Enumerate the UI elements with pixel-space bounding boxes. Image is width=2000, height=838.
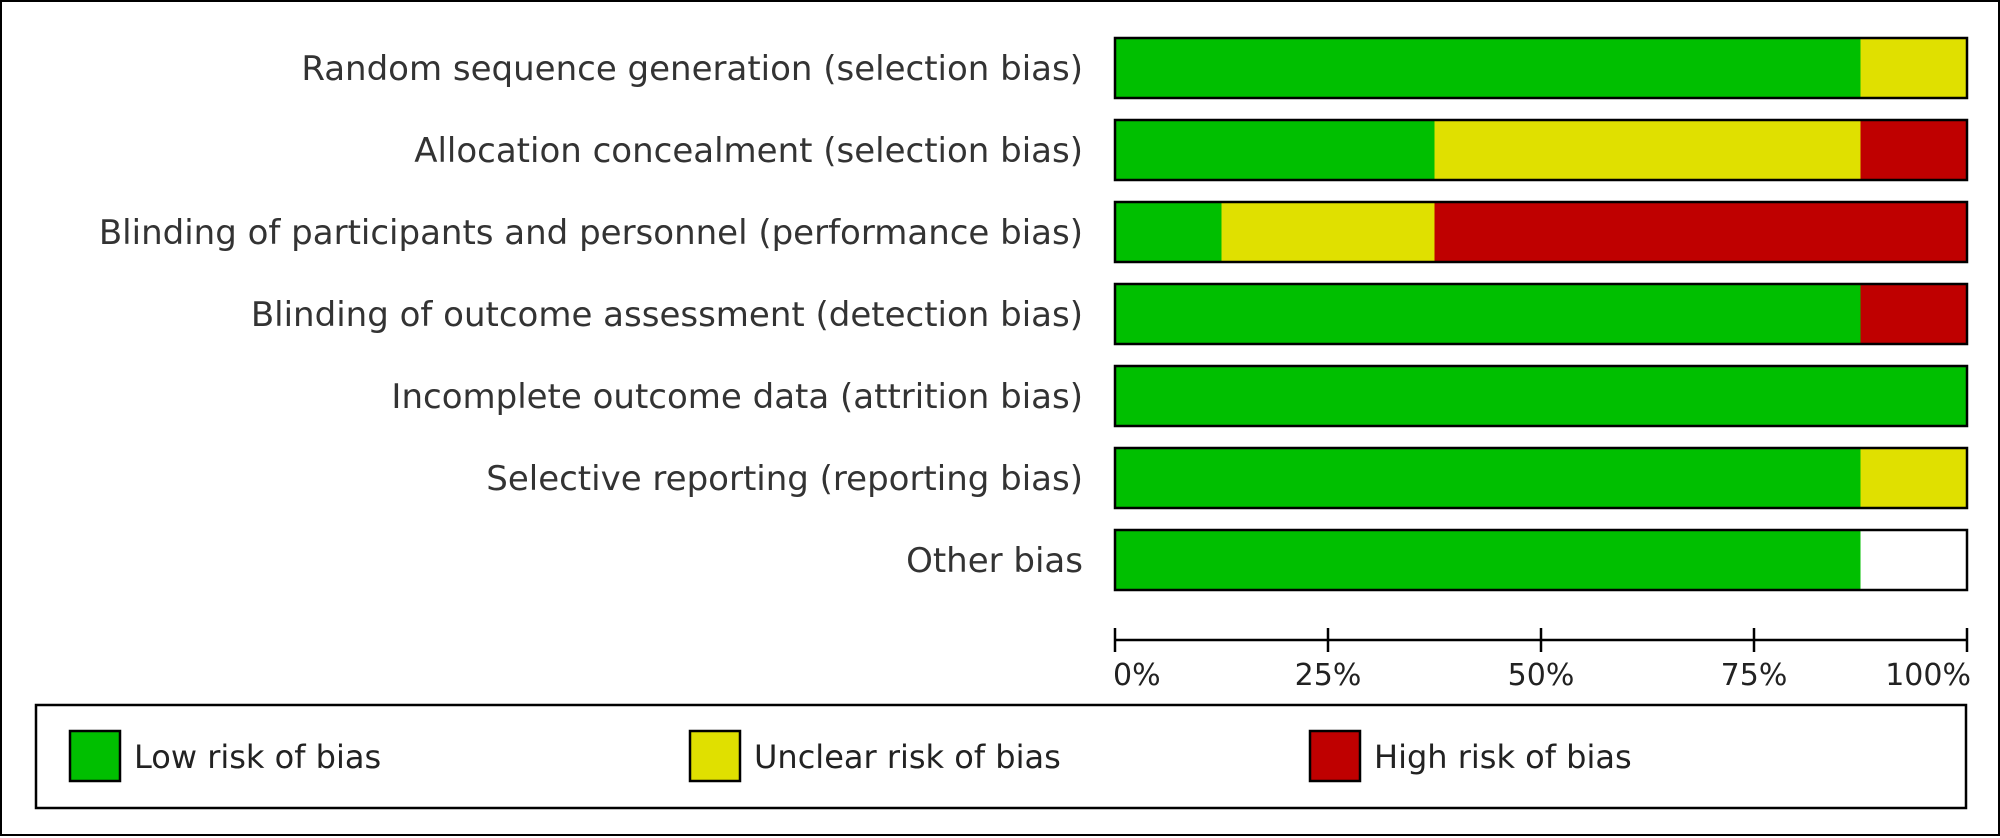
x-axis: 0% 25% 50% 75% 100% — [1113, 628, 1971, 693]
legend: Low risk of bias Unclear risk of bias High… — [34, 703, 1968, 810]
bar-segment-low-risk-of-bias — [1115, 38, 1861, 98]
bar-outline — [1113, 200, 1969, 264]
legend-label-low-risk-of-bias: Low risk of bias — [134, 738, 381, 776]
category-labels: Random sequence generation (selection bi… — [99, 49, 1083, 581]
x-tick-label: 0% — [1113, 658, 1161, 693]
category-label: Other bias — [906, 541, 1083, 581]
legend-label-unclear-risk-of-bias: Unclear risk of bias — [754, 738, 1061, 776]
bar-segment-high-risk-of-bias — [1860, 284, 1967, 344]
category-label: Selective reporting (reporting bias) — [486, 459, 1083, 499]
bar-segment-unclear-risk-of-bias — [1221, 202, 1435, 262]
category-label: Blinding of participants and personnel (… — [99, 213, 1083, 253]
bar-segment-low-risk-of-bias — [1115, 120, 1435, 180]
bar-outline — [1113, 364, 1969, 428]
x-tick-label: 100% — [1885, 658, 1971, 693]
bar-outline — [1113, 528, 1969, 592]
legend-swatch-unclear-risk-of-bias — [688, 729, 742, 783]
bar-segment-low-risk-of-bias — [1115, 202, 1222, 262]
legend-label-high-risk-of-bias: High risk of bias — [1374, 738, 1632, 776]
bar-segment-high-risk-of-bias — [1434, 202, 1967, 262]
bar-segment-unclear-risk-of-bias — [1860, 38, 1967, 98]
x-tick-label: 50% — [1508, 658, 1575, 693]
bar-outline — [1113, 282, 1969, 346]
legend-swatch-low-risk-of-bias — [68, 729, 122, 783]
bar-segment-high-risk-of-bias — [1860, 120, 1967, 180]
bar-outline — [1113, 446, 1969, 510]
x-tick-label: 75% — [1721, 658, 1788, 693]
x-tick-label: 25% — [1295, 658, 1362, 693]
legend-box — [34, 703, 1968, 810]
bar-segment-low-risk-of-bias — [1115, 448, 1861, 508]
legend-swatch-high-risk-of-bias — [1308, 729, 1362, 783]
bar-outline — [1113, 118, 1969, 182]
bar-segment-low-risk-of-bias — [1115, 530, 1861, 590]
bar-outline — [1113, 36, 1969, 100]
category-label: Blinding of outcome assessment (detectio… — [251, 295, 1083, 335]
bars-group — [1113, 36, 1969, 592]
bar-segment-low-risk-of-bias — [1115, 366, 1967, 426]
category-label: Incomplete outcome data (attrition bias) — [391, 377, 1083, 417]
bar-segment-low-risk-of-bias — [1115, 284, 1861, 344]
bar-segment-unclear-risk-of-bias — [1860, 448, 1967, 508]
bar-segment-unclear-risk-of-bias — [1434, 120, 1861, 180]
category-label: Random sequence generation (selection bi… — [301, 49, 1083, 89]
category-label: Allocation concealment (selection bias) — [414, 131, 1083, 171]
